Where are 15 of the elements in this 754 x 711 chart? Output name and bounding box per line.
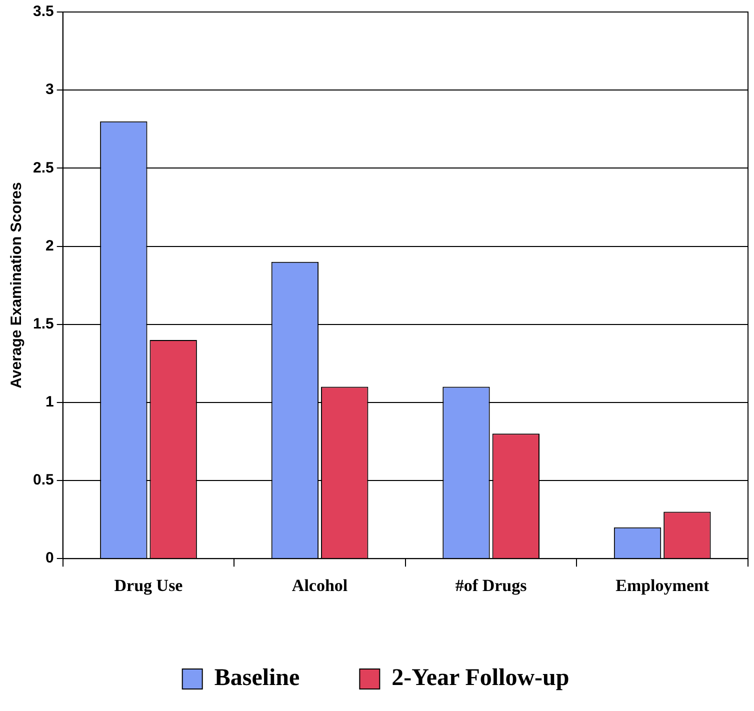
legend-label: Baseline bbox=[214, 665, 300, 692]
y-axis-title: Average Examination Scores bbox=[8, 182, 26, 388]
y-tick-label: 3.5 bbox=[32, 3, 54, 20]
y-tick-label: 0 bbox=[46, 550, 54, 567]
y-tick-label: 1 bbox=[46, 394, 54, 411]
y-tick-label: 2 bbox=[46, 237, 54, 254]
y-tick-label: 1.5 bbox=[32, 315, 54, 332]
y-tick-label: 0.5 bbox=[32, 472, 54, 489]
legend-label: 2-Year Follow-up bbox=[392, 665, 570, 692]
y-tick-label: 2.5 bbox=[32, 159, 54, 176]
x-tick-label: Drug Use bbox=[114, 576, 184, 596]
x-tick-label: Alcohol bbox=[292, 576, 348, 596]
x-tick-label: Employment bbox=[616, 576, 710, 596]
y-tick-label: 3 bbox=[46, 81, 54, 98]
x-tick-label: #of Drugs bbox=[455, 576, 528, 596]
